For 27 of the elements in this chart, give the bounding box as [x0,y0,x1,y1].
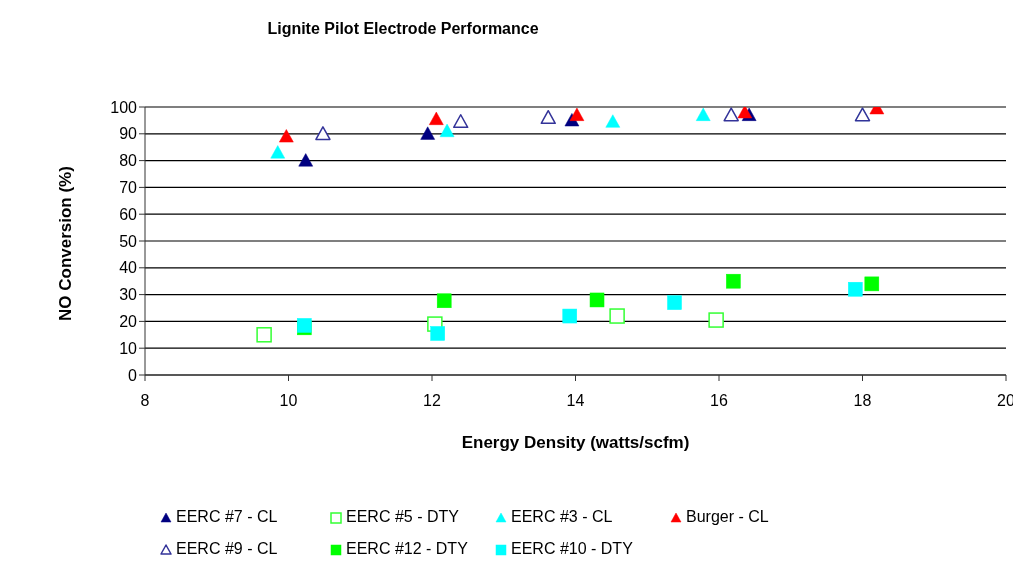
y-tick-label: 30 [119,286,138,304]
x-tick-label: 12 [423,392,441,410]
legend-label: EERC #5 - DTY [346,508,459,526]
y-axis-title: NO Conversion (%) [56,166,76,321]
legend-label: Burger - CL [686,508,769,526]
x-tick-label: 18 [853,392,872,410]
y-tick-label: 50 [119,232,138,250]
x-tick-label: 16 [710,392,728,410]
y-tick-label: 40 [119,259,138,277]
y-tick-label: 80 [119,152,138,170]
legend-label: EERC #10 - DTY [511,540,633,558]
y-tick-label: 100 [110,98,138,116]
y-tick-label: 10 [119,339,138,357]
x-tick-label: 8 [140,392,150,410]
y-tick-label: 20 [119,313,138,331]
legend-label: EERC #3 - CL [511,508,613,526]
y-tick-label: 70 [119,179,138,197]
x-tick-label: 14 [566,392,585,410]
legend-label: EERC #7 - CL [176,508,278,526]
legend-label: EERC #12 - DTY [346,540,468,558]
legend-label: EERC #9 - CL [176,540,278,558]
y-tick-label: 0 [128,366,138,384]
y-tick-label: 90 [119,125,138,143]
chart-title: Lignite Pilot Electrode Performance [266,20,540,38]
x-tick-label: 10 [279,392,298,410]
y-tick-label: 60 [119,205,138,223]
x-axis-title: Energy Density (watts/scfm) [461,433,690,452]
